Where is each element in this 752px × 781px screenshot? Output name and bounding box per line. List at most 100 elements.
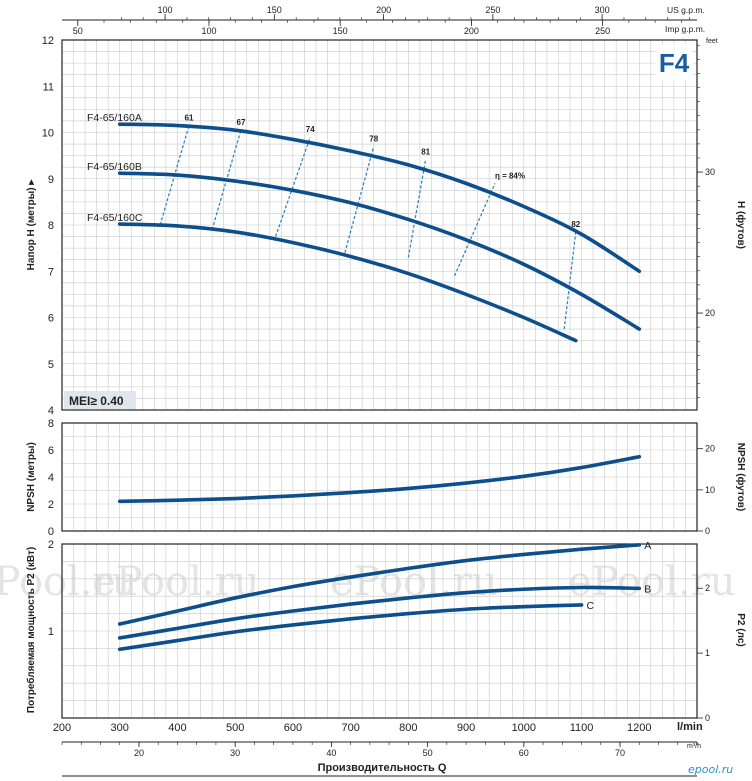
m3h-tick-label: 70: [615, 748, 625, 758]
head-y-tick-label: 10: [42, 128, 54, 140]
head-y-tick-label: 9: [48, 174, 54, 186]
bottom-lmin-tick-label: 600: [284, 722, 302, 734]
power-y2-label: P2 (лс): [735, 613, 746, 646]
efficiency-label: 61: [185, 114, 194, 123]
head-y2-label: H (футов): [735, 201, 747, 249]
bottom-lmin-tick-label: 400: [168, 722, 186, 734]
efficiency-line: [275, 136, 311, 237]
head-y-tick-label: 5: [48, 359, 54, 371]
hp-tick-label: 0: [705, 713, 710, 723]
npsh-y-label: NPSH (метры): [26, 442, 37, 512]
top-us-tick-label: 100: [158, 5, 173, 15]
mei-label: MEI≥ 0.40: [69, 394, 124, 408]
grid-panel-1: [61, 422, 698, 532]
top-imp-tick-label: 50: [73, 26, 83, 36]
m3h-label: m³/h: [687, 743, 701, 750]
us-gpm-label: US g.p.m.: [667, 5, 705, 15]
bottom-lmin-tick-label: 1100: [570, 722, 594, 734]
top-us-tick-label: 300: [595, 5, 610, 15]
head-curve-label: F4-65/160B: [87, 161, 142, 173]
m3h-tick-label: 20: [134, 748, 144, 758]
npsh-ft-tick-label: 20: [705, 444, 715, 454]
head-y-tick-label: 8: [48, 220, 54, 232]
npsh-ft-tick-label: 10: [705, 485, 715, 495]
efficiency-label: η = 84%: [495, 171, 525, 180]
mei-box: [64, 391, 136, 409]
power-y-label: Потребляемая мощность P2 (кВт): [25, 547, 37, 713]
top-us-tick-label: 200: [376, 5, 391, 15]
panel-frames: [61, 39, 698, 719]
m3h-tick-label: 50: [423, 748, 433, 758]
efficiency-label: 81: [421, 147, 430, 156]
bottom-lmin-tick-label: 800: [399, 722, 417, 734]
lmin-label: l/min: [677, 721, 703, 733]
power-y-tick-label: 1: [48, 626, 54, 638]
npsh-y-tick-label: 2: [48, 499, 54, 511]
head-curve-label: F4-65/160C: [87, 212, 143, 224]
head-y-tick-label: 4: [48, 405, 54, 417]
panel-frame-0: [61, 39, 698, 411]
watermark-0: ePool.ru: [0, 559, 138, 605]
hp-tick-label: 2: [705, 583, 710, 593]
m3h-tick-label: 60: [519, 748, 529, 758]
head-y-tick-label: 12: [42, 35, 54, 47]
npsh-y-tick-label: 0: [48, 526, 54, 538]
model-badge-box: [655, 44, 693, 80]
head-curve-F4-65/160A: [117, 122, 642, 274]
bottom-lmin-tick-label: 300: [111, 722, 129, 734]
head-curve-label: F4-65/160A: [87, 112, 142, 124]
efficiency-label: 67: [237, 118, 246, 127]
head-curve-F4-65/160C: [117, 222, 578, 343]
curves: [117, 122, 642, 652]
m3h-tick-label: 30: [230, 748, 240, 758]
npsh-y2-label: NPSH (футов): [735, 443, 747, 512]
watermark-3: ePool.ru: [568, 559, 736, 605]
efficiency-line: [563, 231, 577, 330]
npsh-ft-tick-label: 0: [705, 526, 710, 536]
bottom-lmin-tick-label: 900: [457, 722, 475, 734]
efficiency-label: 78: [369, 134, 378, 143]
head-y-tick-label: 6: [48, 313, 54, 325]
panel-frame-2: [61, 543, 698, 719]
imp-gpm-label: Imp g.p.m.: [665, 24, 705, 34]
head-y-tick-label: 11: [43, 81, 54, 93]
feet-unit-label: feet: [706, 38, 718, 45]
head-curve-F4-65/160B: [117, 171, 642, 331]
feet-tick-label: 30: [705, 167, 715, 177]
power-y-tick-label: 2: [48, 539, 54, 551]
power-curve-label: B: [644, 583, 651, 595]
bottom-lmin-tick-label: 200: [53, 722, 71, 734]
bottom-lmin-tick-label: 700: [341, 722, 359, 734]
power-curve-A: [117, 543, 642, 626]
top-us-tick-label: 250: [485, 5, 500, 15]
top-imp-tick-label: 200: [464, 26, 479, 36]
top-us-tick-label: 150: [267, 5, 282, 15]
top-imp-tick-label: 100: [201, 26, 216, 36]
model-badge: F4: [659, 48, 690, 78]
bottom-axis-title: Производительность Q: [318, 762, 447, 774]
top-imp-tick-label: 250: [595, 26, 610, 36]
m3h-tick-label: 40: [326, 748, 336, 758]
hp-tick-label: 1: [705, 648, 710, 658]
power-curve-C: [117, 603, 584, 652]
power-curve-B: [117, 585, 642, 640]
corner-logo: epool.ru: [688, 763, 733, 776]
efficiency-line: [453, 183, 496, 277]
efficiency-label: 82: [571, 220, 580, 229]
top-imp-tick-label: 150: [333, 26, 348, 36]
efficiency-label: 74: [306, 125, 315, 134]
panel-frame-1: [61, 422, 698, 532]
head-y-label: Напор H (метры) ▸: [26, 179, 37, 271]
npsh-y-tick-label: 8: [48, 418, 54, 430]
bottom-lmin-tick-label: 500: [226, 722, 244, 734]
npsh-y-tick-label: 6: [48, 445, 54, 457]
head-y-tick-label: 7: [48, 266, 54, 278]
efficiency-line: [344, 146, 375, 253]
npsh-y-tick-label: 4: [48, 472, 54, 484]
bottom-lmin-tick-label: 1000: [512, 722, 536, 734]
efficiency-line: [407, 159, 427, 258]
npsh-curve: [117, 454, 642, 504]
